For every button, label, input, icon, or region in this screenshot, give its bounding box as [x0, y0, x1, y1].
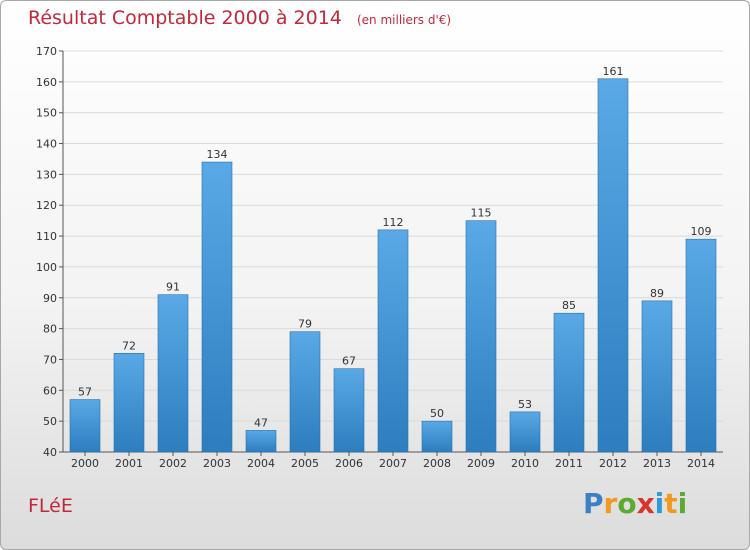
- x-tick-label: 2014: [687, 457, 715, 470]
- bar: [113, 352, 145, 453]
- bar: [421, 420, 453, 453]
- x-tick-label: 2012: [599, 457, 627, 470]
- y-tick-label: 110: [36, 230, 57, 243]
- bar: [289, 331, 321, 453]
- commune-name: FLéE: [28, 495, 73, 517]
- x-tick-label: 2002: [159, 457, 187, 470]
- proxiti-logo: Proxiti: [583, 487, 687, 520]
- bar-value-label: 79: [298, 318, 312, 331]
- bar-value-label: 67: [342, 355, 356, 368]
- x-tick-label: 2005: [291, 457, 319, 470]
- x-tick-label: 2011: [555, 457, 583, 470]
- bar-value-label: 161: [603, 65, 624, 78]
- bar-value-label: 115: [471, 207, 492, 220]
- bar: [641, 300, 673, 453]
- x-tick-label: 2004: [247, 457, 275, 470]
- bar: [245, 430, 277, 453]
- bar: [553, 312, 585, 453]
- bar-value-label: 112: [383, 216, 404, 229]
- title-block: Résultat Comptable 2000 à 2014 (en milli…: [28, 7, 451, 29]
- x-tick-label: 2013: [643, 457, 671, 470]
- logo-letter: i: [654, 487, 665, 520]
- y-tick-label: 80: [43, 323, 57, 336]
- y-tick-label: 70: [43, 353, 57, 366]
- x-tick-label: 2000: [71, 457, 99, 470]
- bars: 57 72 91 134 47 79 67 112 50 115 53 85 161 89 109: [69, 65, 717, 453]
- y-tick-label: 160: [36, 76, 57, 89]
- bar: [685, 238, 717, 453]
- logo-letter: P: [583, 487, 604, 520]
- bar-value-label: 85: [562, 299, 576, 312]
- x-tick-label: 2006: [335, 457, 363, 470]
- x-axis-ticks: 2000 2001 2002 2003 2004 2005 2006 2007 2008 2009…: [71, 452, 715, 470]
- bar-value-label: 57: [78, 386, 92, 399]
- logo-letter: i: [677, 487, 688, 520]
- x-tick-label: 2010: [511, 457, 539, 470]
- y-tick-label: 50: [43, 415, 57, 428]
- bar: [201, 161, 233, 453]
- y-tick-label: 140: [36, 138, 57, 151]
- x-tick-label: 2001: [115, 457, 143, 470]
- y-tick-label: 40: [43, 446, 57, 459]
- y-tick-label: 120: [36, 199, 57, 212]
- logo-letter: r: [603, 487, 618, 520]
- x-tick-label: 2009: [467, 457, 495, 470]
- bar-value-label: 109: [691, 225, 712, 238]
- bar: [377, 229, 409, 453]
- y-axis-ticks: 40 50 60 70 80 90 100 110 120 130 140 150 160 170: [36, 45, 63, 459]
- y-tick-label: 170: [36, 45, 57, 58]
- logo-letter: x: [636, 487, 655, 520]
- y-tick-label: 90: [43, 292, 57, 305]
- bar: [465, 220, 497, 453]
- y-tick-label: 100: [36, 261, 57, 274]
- bar: [597, 78, 629, 453]
- bar: [157, 294, 189, 453]
- bar-value-label: 50: [430, 407, 444, 420]
- bar-value-label: 134: [207, 148, 228, 161]
- logo-letter: t: [664, 487, 678, 520]
- bar-value-label: 53: [518, 398, 532, 411]
- bar-value-label: 91: [166, 281, 180, 294]
- y-tick-label: 130: [36, 168, 57, 181]
- y-tick-label: 150: [36, 107, 57, 120]
- bar-value-label: 72: [122, 339, 136, 352]
- bar-value-label: 89: [650, 287, 664, 300]
- bar-value-label: 47: [254, 416, 268, 429]
- x-tick-label: 2008: [423, 457, 451, 470]
- x-tick-label: 2007: [379, 457, 407, 470]
- chart-title: Résultat Comptable 2000 à 2014: [28, 7, 342, 29]
- x-tick-label: 2003: [203, 457, 231, 470]
- bar: [69, 399, 101, 453]
- y-tick-label: 60: [43, 384, 57, 397]
- bar: [509, 411, 541, 453]
- chart-subtitle: (en milliers d'€): [356, 13, 452, 27]
- logo-letter: o: [617, 487, 637, 520]
- bar: [333, 368, 365, 453]
